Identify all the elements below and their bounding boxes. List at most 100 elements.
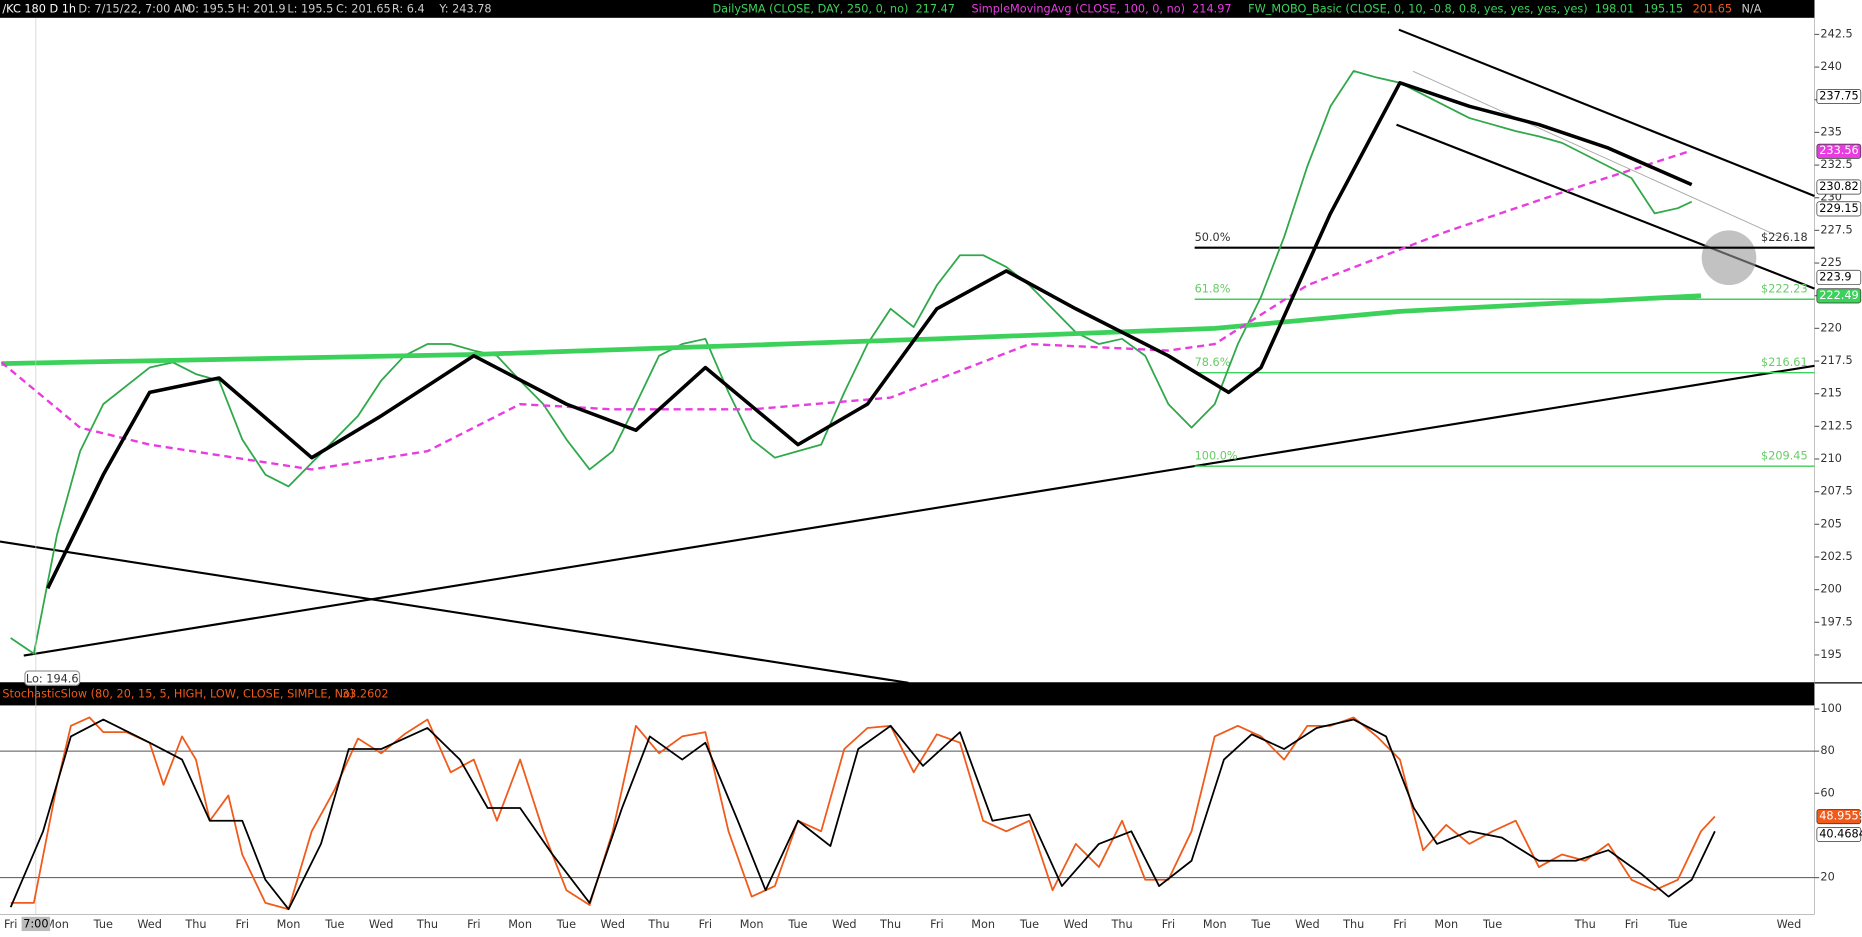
fib-label: 78.6% bbox=[1195, 356, 1231, 369]
header: /KC 180 D 1h D: 7/15/22, 7:00 AM O: 195.… bbox=[2, 3, 1761, 16]
x-tick-label: Fri bbox=[1393, 918, 1406, 931]
y-tick-label: 232.5 bbox=[1820, 158, 1852, 171]
fib-label: 50.0% bbox=[1195, 231, 1231, 244]
y-tick-label: 217.5 bbox=[1820, 354, 1852, 367]
x-tick-label: Wed bbox=[369, 918, 394, 931]
x-tick-label: Fri bbox=[236, 918, 249, 931]
fib-price: $222.23 bbox=[1761, 283, 1808, 296]
y-tick-label: 210 bbox=[1820, 452, 1842, 465]
low-label-box bbox=[24, 670, 81, 686]
y-tick-label: 242.5 bbox=[1820, 27, 1852, 40]
x-tick-label: Fri bbox=[1625, 918, 1638, 931]
price-badge bbox=[1816, 809, 1862, 825]
price-badge-label: 48.9559 bbox=[1819, 810, 1862, 823]
study-name: FW_MOBO_Basic (CLOSE, 0, 10, -0.8, 0.8, … bbox=[1248, 3, 1588, 16]
study-value: 217.47 bbox=[915, 3, 954, 16]
fib-price: $226.18 bbox=[1761, 231, 1808, 244]
ohlc: H: 201.9 bbox=[238, 3, 286, 16]
y-tick-label: 207.5 bbox=[1820, 485, 1852, 498]
symbol: /KC 180 D 1h bbox=[2, 3, 76, 16]
trendline bbox=[0, 540, 909, 684]
y-tick-label: 60 bbox=[1820, 786, 1834, 799]
x-tick-label: Tue bbox=[324, 918, 344, 931]
x-tick-label: Tue bbox=[556, 918, 576, 931]
y-tick-label: 220 bbox=[1820, 321, 1842, 334]
fib-price: $216.61 bbox=[1761, 356, 1808, 369]
x-tick-label: Thu bbox=[416, 918, 438, 931]
x-tick-label: Fri bbox=[1162, 918, 1175, 931]
price-badge-label: 229.15 bbox=[1819, 202, 1858, 215]
study-name: DailySMA (CLOSE, DAY, 250, 0, no) bbox=[713, 3, 909, 16]
crosshair-box bbox=[21, 916, 51, 932]
study-value: N/A bbox=[1742, 3, 1762, 16]
crosshair-label: 7:00 bbox=[23, 918, 48, 931]
x-tick-label: Thu bbox=[1574, 918, 1596, 931]
y-tick-label: 235 bbox=[1820, 125, 1842, 138]
fib-label: 61.8% bbox=[1195, 283, 1231, 296]
x-tick-label: Tue bbox=[1667, 918, 1687, 931]
series-line bbox=[1, 293, 1702, 367]
x-tick-label: Mon bbox=[45, 918, 69, 931]
x-tick-label: Fri bbox=[699, 918, 712, 931]
x-tick-label: Tue bbox=[1482, 918, 1502, 931]
x-tick-label: Wed bbox=[1295, 918, 1320, 931]
price-badge bbox=[1816, 288, 1862, 304]
x-tick-label: Thu bbox=[184, 918, 206, 931]
price-badge-label: 40.4684 bbox=[1819, 827, 1862, 840]
y-tick-label: 195 bbox=[1820, 648, 1842, 661]
x-tick-label: Wed bbox=[832, 918, 857, 931]
x-tick-label: Fri bbox=[930, 918, 943, 931]
x-tick-label: Mon bbox=[277, 918, 301, 931]
ohlc: Y: 243.78 bbox=[438, 3, 491, 16]
fib-label: 100.0% bbox=[1195, 450, 1238, 463]
x-tick-label: Tue bbox=[787, 918, 807, 931]
ohlc: R: 6.4 bbox=[392, 3, 425, 16]
x-tick-label: Thu bbox=[647, 918, 669, 931]
x-tick-label: Thu bbox=[1111, 918, 1133, 931]
trendline bbox=[23, 364, 1815, 657]
date: D: 7/15/22, 7:00 AM bbox=[78, 3, 191, 16]
price-badge-label: 237.75 bbox=[1819, 89, 1858, 102]
y-tick-label: 240 bbox=[1820, 60, 1842, 73]
price-badge bbox=[1816, 269, 1862, 285]
x-tick-label: Tue bbox=[1250, 918, 1270, 931]
x-tick-label: Tue bbox=[93, 918, 113, 931]
x-tick-label: Fri bbox=[467, 918, 480, 931]
study-value: 195.15 bbox=[1644, 3, 1683, 16]
study-value: 33.2602 bbox=[342, 688, 389, 701]
ohlc: O: 195.5 bbox=[186, 3, 234, 16]
fib-price: $209.45 bbox=[1761, 450, 1808, 463]
series-line bbox=[9, 718, 1716, 911]
highlight-circle bbox=[1701, 230, 1757, 286]
price-badge bbox=[1816, 826, 1862, 842]
x-tick-label: Mon bbox=[1434, 918, 1458, 931]
price-badge bbox=[1816, 179, 1862, 195]
price-badge bbox=[1816, 89, 1862, 104]
trendline bbox=[1412, 70, 1782, 238]
x-tick-label: Mon bbox=[1203, 918, 1227, 931]
y-tick-label: 197.5 bbox=[1820, 615, 1852, 628]
study-value: 198.01 bbox=[1595, 3, 1634, 16]
x-tick-label: Mon bbox=[971, 918, 995, 931]
y-tick-label: 212.5 bbox=[1820, 419, 1852, 432]
study-title: StochasticSlow (80, 20, 15, 5, HIGH, LOW… bbox=[2, 688, 354, 701]
x-tick-label: Thu bbox=[879, 918, 901, 931]
price-badge bbox=[1816, 201, 1862, 217]
price-badge bbox=[1816, 143, 1862, 159]
trendline bbox=[1398, 28, 1815, 197]
study-name: SimpleMovingAvg (CLOSE, 100, 0, no) bbox=[972, 3, 1185, 16]
price-badge-label: 230.82 bbox=[1819, 180, 1858, 193]
x-tick-label: Wed bbox=[137, 918, 162, 931]
y-tick-label: 202.5 bbox=[1820, 550, 1852, 563]
y-tick-label: 200 bbox=[1820, 583, 1842, 596]
y-tick-label: 225 bbox=[1820, 256, 1842, 269]
y-tick-label: 20 bbox=[1820, 871, 1834, 884]
study-header-bar bbox=[0, 682, 1815, 706]
series-line bbox=[10, 716, 1716, 911]
ohlc: L: 195.5 bbox=[287, 3, 333, 16]
y-tick-label: 205 bbox=[1820, 517, 1842, 530]
y-tick-label: 80 bbox=[1820, 744, 1834, 757]
price-badge-label: 233.56 bbox=[1819, 144, 1858, 157]
